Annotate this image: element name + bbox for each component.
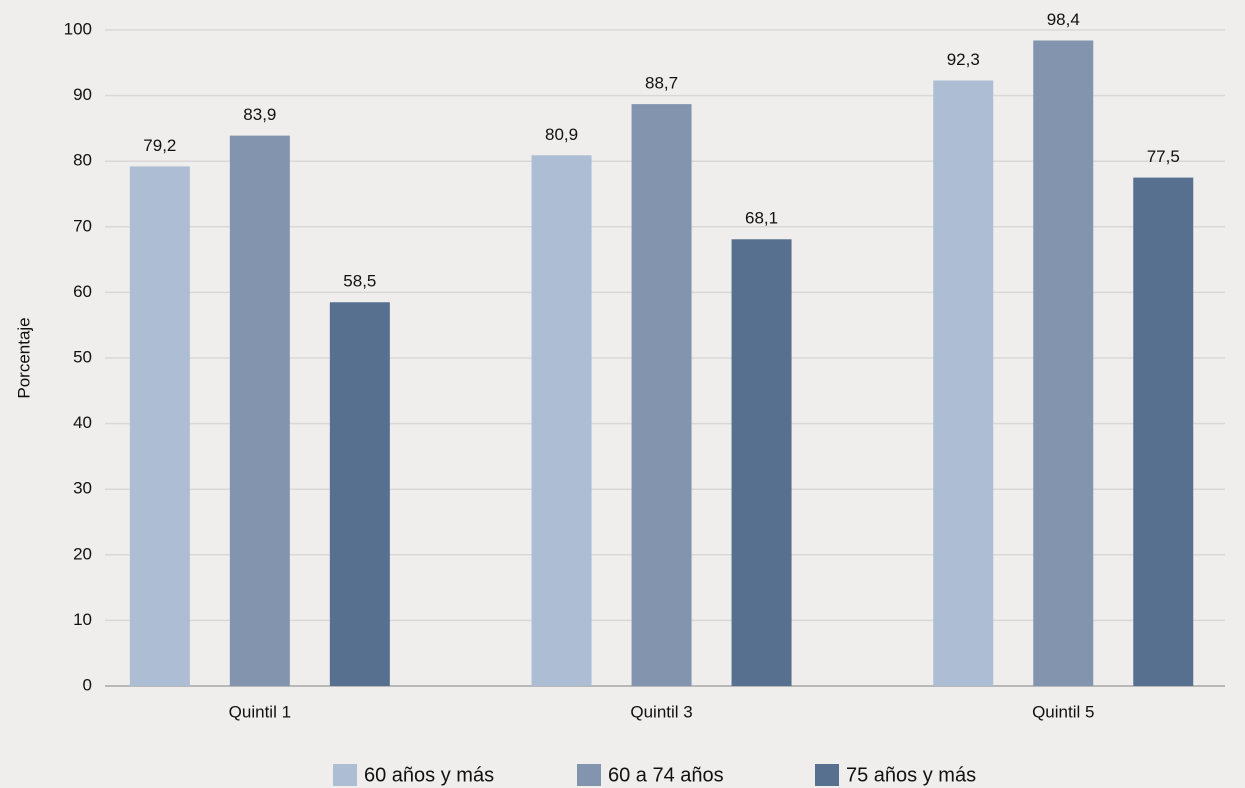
- y-tick-label: 0: [83, 675, 92, 694]
- bar: [1033, 40, 1094, 687]
- legend-swatch: [333, 764, 357, 786]
- value-label: 80,9: [545, 125, 578, 144]
- y-tick-label: 80: [73, 151, 92, 170]
- y-tick-label: 90: [73, 85, 92, 104]
- x-tick-label: Quintil 5: [1032, 702, 1094, 721]
- x-tick-label: Quintil 3: [630, 702, 692, 721]
- y-tick-label: 100: [64, 19, 92, 38]
- value-label: 68,1: [745, 209, 778, 228]
- bar: [531, 155, 592, 686]
- bar: [731, 239, 792, 686]
- value-label: 79,2: [143, 136, 176, 155]
- y-tick-label: 20: [73, 544, 92, 563]
- value-label: 77,5: [1147, 147, 1180, 166]
- y-tick-label: 40: [73, 413, 92, 432]
- bar: [631, 104, 692, 687]
- bar: [329, 302, 390, 686]
- y-tick-label: 30: [73, 479, 92, 498]
- y-axis-label: Porcentaje: [14, 317, 33, 398]
- value-label: 92,3: [947, 50, 980, 69]
- bar: [933, 80, 994, 686]
- y-tick-label: 60: [73, 282, 92, 301]
- y-tick-label: 50: [73, 347, 92, 366]
- y-tick-label: 10: [73, 610, 92, 629]
- bar: [229, 135, 290, 687]
- legend-swatch: [815, 764, 839, 786]
- value-label: 83,9: [243, 105, 276, 124]
- legend-swatch: [577, 764, 601, 786]
- bar: [1133, 177, 1194, 686]
- value-label: 98,4: [1047, 10, 1080, 29]
- value-label: 58,5: [343, 272, 376, 291]
- y-tick-label: 70: [73, 216, 92, 235]
- legend-label: 60 a 74 años: [608, 764, 724, 786]
- legend-label: 60 años y más: [364, 764, 494, 786]
- legend-label: 75 años y más: [846, 764, 976, 786]
- x-tick-label: Quintil 1: [229, 702, 291, 721]
- value-label: 88,7: [645, 74, 678, 93]
- bar: [129, 166, 190, 686]
